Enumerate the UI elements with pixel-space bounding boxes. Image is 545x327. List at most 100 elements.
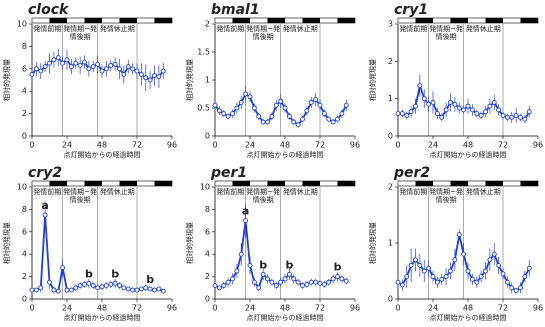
x-tick-label: 24	[62, 304, 72, 313]
x-tick-label: 96	[350, 141, 360, 150]
data-point	[152, 287, 157, 293]
data-point	[343, 102, 349, 108]
dark-period	[520, 181, 538, 186]
data-point	[64, 287, 70, 293]
data-point	[247, 94, 253, 100]
data-point	[339, 111, 345, 117]
data-point	[317, 280, 323, 286]
x-tick-label: 96	[533, 141, 543, 150]
data-point	[156, 74, 162, 80]
region-label: 発情休止期	[99, 188, 135, 196]
data-point	[260, 119, 266, 125]
panel-title: bmal1	[211, 2, 260, 18]
region-label: 発情前期	[216, 188, 245, 196]
data-point	[82, 281, 87, 287]
data-point	[160, 288, 166, 294]
dark-period	[415, 18, 433, 23]
region-label: 発情期~発情後期	[429, 25, 464, 41]
data-point	[147, 77, 153, 83]
y-tick-label: 2	[205, 20, 210, 29]
data-point	[230, 111, 235, 117]
data-point	[234, 105, 240, 111]
dark-period	[154, 18, 172, 23]
data-point	[443, 274, 449, 280]
x-tick-label: 72	[315, 304, 325, 313]
y-axis-label: 相対的発現量	[368, 59, 377, 101]
y-tick-label: 0	[205, 295, 210, 304]
data-point	[103, 283, 109, 289]
x-tick-label: 96	[167, 304, 177, 313]
region-label: 発情期~発情後期	[63, 188, 98, 204]
data-point	[295, 122, 301, 128]
data-point	[469, 107, 475, 113]
data-point	[343, 278, 349, 284]
x-tick-label: 24	[428, 304, 438, 313]
data-point	[478, 113, 484, 118]
y-tick-label: 2	[22, 109, 27, 118]
data-point	[269, 113, 275, 119]
x-tick-label: 0	[212, 304, 217, 313]
y-axis-label: 相対的発現量	[185, 59, 194, 101]
data-point	[326, 279, 332, 285]
x-axis-label: 点灯開始からの経過時間	[64, 313, 141, 322]
data-point	[278, 98, 284, 104]
data-point	[491, 99, 497, 105]
data-point	[256, 113, 262, 119]
data-point	[33, 287, 39, 293]
panel-title: clock	[28, 2, 70, 18]
dark-period	[154, 181, 172, 186]
data-point	[221, 111, 227, 117]
data-point	[504, 279, 510, 285]
x-tick-label: 72	[132, 304, 142, 313]
data-point	[448, 268, 453, 274]
x-tick-label: 96	[533, 304, 543, 313]
data-point	[282, 276, 288, 282]
data-point	[221, 283, 227, 289]
data-point	[216, 108, 222, 114]
region-box: 発情前期	[399, 188, 427, 196]
region-box: 発情期~発情後期	[63, 25, 97, 41]
x-tick-label: 48	[280, 141, 290, 150]
x-axis-label: 点灯開始からの経過時間	[64, 150, 141, 159]
y-tick-label: 8	[22, 205, 27, 214]
data-point	[77, 283, 83, 289]
data-point	[160, 68, 166, 74]
data-point	[413, 257, 418, 263]
x-tick-label: 0	[212, 141, 217, 150]
region-label: 発情前期	[33, 25, 62, 33]
data-point	[73, 285, 79, 291]
x-tick-label: 48	[463, 304, 473, 313]
data-point	[51, 57, 57, 63]
data-point	[47, 60, 52, 66]
data-point	[86, 280, 92, 286]
data-point	[335, 274, 340, 280]
data-point	[500, 113, 506, 118]
data-point	[300, 116, 305, 122]
y-tick-label: 8	[22, 42, 27, 51]
x-axis-label: 点灯開始からの経過時間	[247, 313, 324, 322]
data-point	[103, 66, 109, 72]
data-point	[395, 279, 401, 285]
x-tick-label: 72	[132, 141, 142, 150]
x-tick-label: 72	[315, 141, 325, 150]
y-tick-label: 4	[22, 250, 27, 259]
data-point	[33, 66, 39, 72]
data-point	[265, 119, 270, 125]
x-tick-label: 96	[350, 304, 360, 313]
data-point	[230, 276, 235, 282]
dark-period	[337, 181, 355, 186]
region-box: 発情休止期	[466, 188, 501, 196]
annotation: b	[85, 267, 93, 280]
region-box: 発情期~発情後期	[246, 25, 280, 41]
x-tick-label: 48	[280, 304, 290, 313]
data-point	[38, 285, 44, 291]
x-tick-label: 0	[395, 141, 400, 150]
data-point	[238, 251, 244, 257]
data-point	[526, 109, 532, 115]
data-point	[522, 116, 528, 122]
data-point	[526, 265, 532, 271]
data-point	[55, 288, 61, 294]
data-point	[260, 271, 266, 277]
